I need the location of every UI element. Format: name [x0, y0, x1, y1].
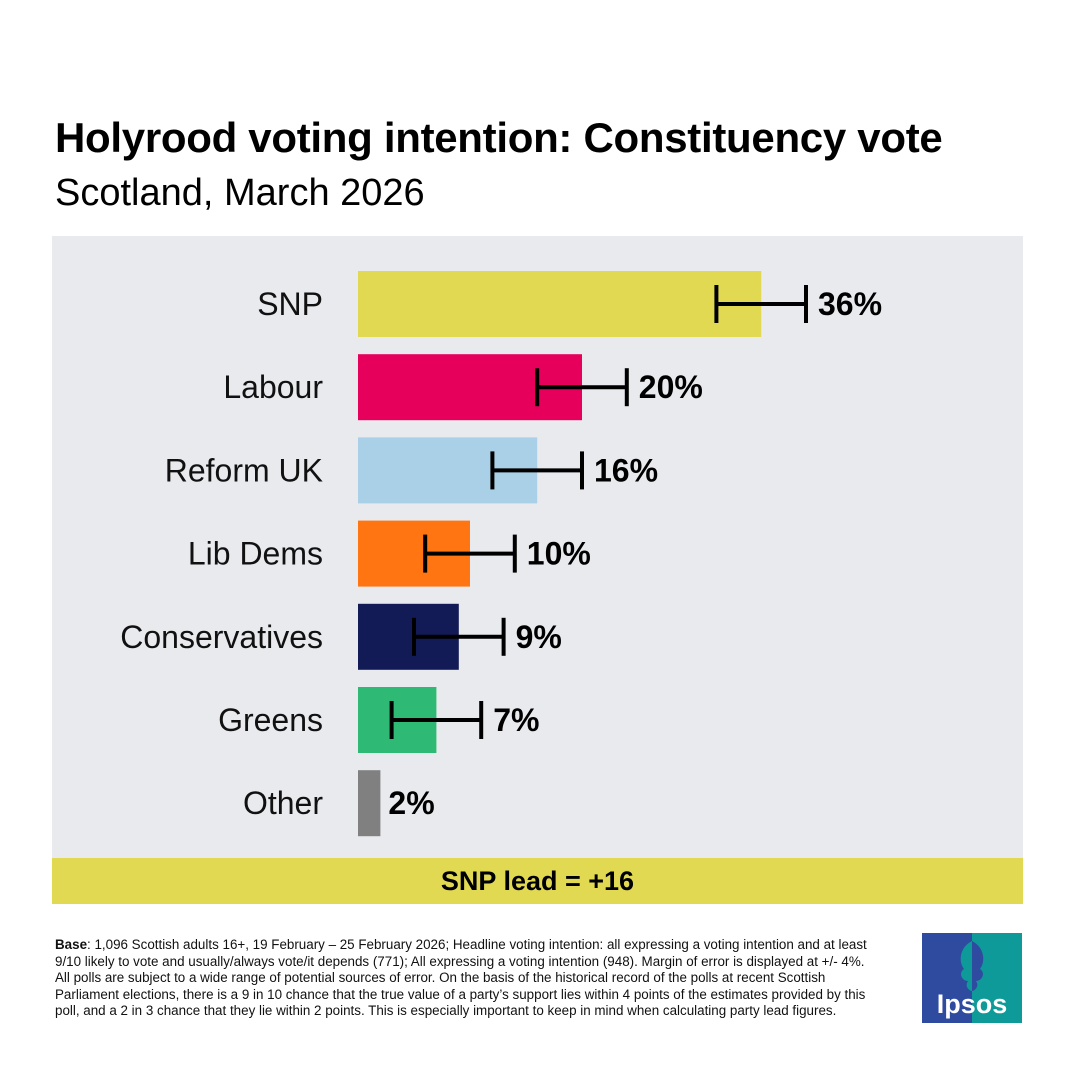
chart-subtitle: Scotland, March 2026 — [55, 172, 425, 214]
lead-text: SNP lead = +16 — [440, 865, 635, 896]
error-bar-labour — [535, 368, 629, 407]
category-label-lib-dems: Lib Dems — [188, 536, 323, 572]
bar-chart: SNP 36% Labour 20% Reform UK 16% Lib Dems 10% Co… — [120, 271, 882, 837]
error-bar-reform-uk — [490, 451, 584, 490]
chart-title: Holyrood voting intention: Constituency … — [55, 114, 943, 161]
bar-snp — [358, 271, 762, 337]
value-label-reform-uk: 16% — [594, 452, 658, 488]
ipsos-logo: Ipsos — [922, 933, 1022, 1023]
chart-panel: SNP 36% Labour 20% Reform UK 16% Lib Dems 10% Co… — [52, 236, 1023, 858]
value-label-conservatives: 9% — [516, 619, 562, 655]
value-label-snp: 36% — [818, 286, 882, 322]
lead-banner: SNP lead = +16 — [52, 858, 1023, 904]
value-label-lib-dems: 10% — [527, 536, 591, 572]
bar-other — [358, 770, 381, 837]
category-label-reform-uk: Reform UK — [165, 452, 323, 488]
category-label-greens: Greens — [218, 702, 323, 738]
logo-left-profile — [960, 941, 972, 991]
footnote: Base: 1,096 Scottish adults 16+, 19 Febr… — [55, 937, 870, 1020]
category-label-snp: SNP — [257, 286, 323, 322]
value-label-other: 2% — [388, 785, 434, 821]
footnote-text: : 1,096 Scottish adults 16+, 19 February… — [55, 937, 867, 1019]
error-bar-snp — [714, 285, 808, 323]
error-bar-conservatives — [412, 617, 506, 656]
value-label-greens: 7% — [493, 702, 539, 738]
footnote-base-label: Base — [55, 937, 88, 952]
value-label-labour: 20% — [639, 369, 703, 405]
logo-text: Ipsos — [937, 989, 1008, 1019]
category-label-conservatives: Conservatives — [120, 619, 323, 655]
logo-right-profile — [972, 941, 984, 991]
error-bar-greens — [389, 701, 484, 739]
category-label-labour: Labour — [223, 369, 323, 405]
category-label-other: Other — [243, 785, 323, 821]
error-bar-lib-dems — [423, 534, 517, 573]
